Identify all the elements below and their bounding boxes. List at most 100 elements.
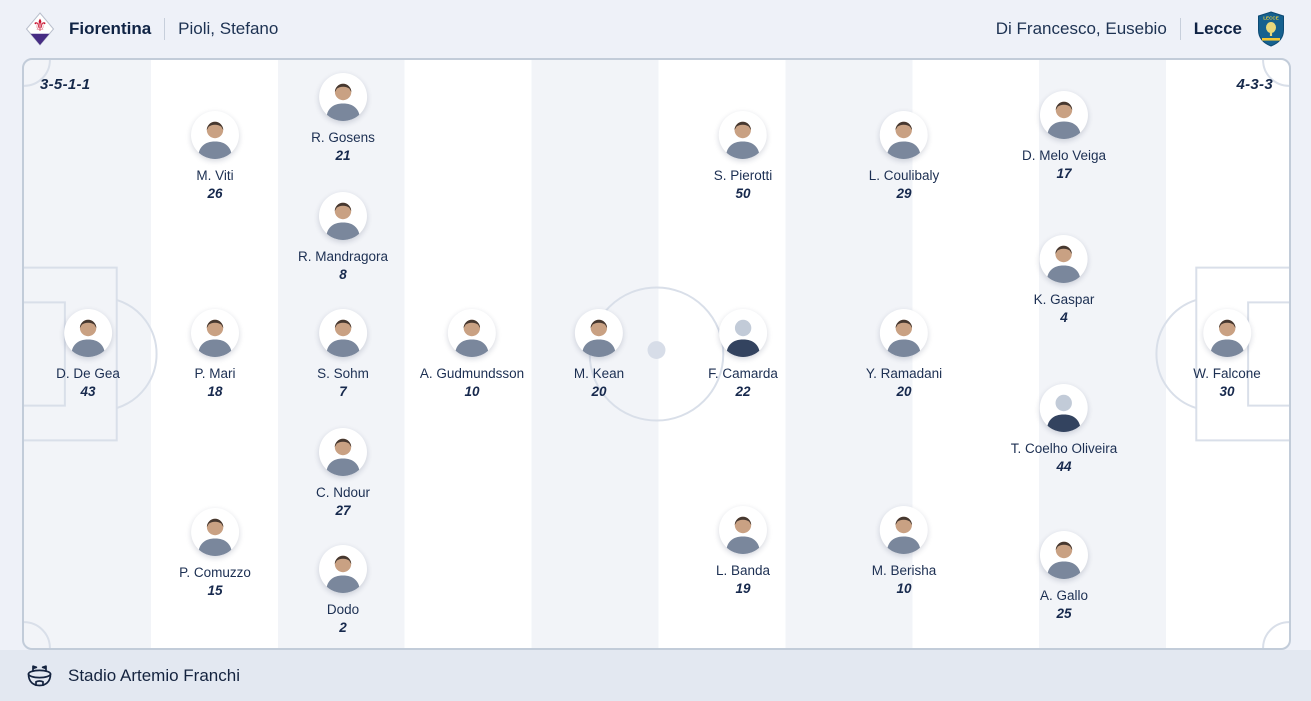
player-avatar (64, 309, 112, 357)
player-name: D. Melo Veiga (1021, 148, 1107, 163)
separator (164, 18, 166, 40)
player[interactable]: W. Falcone 30 (1193, 309, 1261, 399)
player-number: 4 (1060, 310, 1068, 325)
player-name: Y. Ramadani (865, 366, 943, 381)
player-number: 25 (1056, 606, 1072, 621)
footer: Stadio Artemio Franchi (0, 650, 1311, 701)
player-name: M. Berisha (871, 563, 937, 578)
player-number: 10 (896, 581, 912, 596)
player-avatar (880, 506, 928, 554)
home-formation-label: 3-5-1-1 (40, 76, 91, 93)
player-number: 50 (735, 186, 751, 201)
svg-text:⚜: ⚜ (32, 16, 47, 36)
lecce-crest-icon[interactable]: LECCE (1255, 11, 1287, 47)
home-team-header: ⚜ Fiorentina Pioli, Stefano (24, 11, 278, 47)
player-number: 21 (335, 148, 351, 163)
home-coach-name[interactable]: Pioli, Stefano (178, 19, 279, 38)
home-team-name[interactable]: Fiorentina (69, 19, 152, 38)
player-name: L. Banda (715, 563, 771, 578)
player[interactable]: F. Camarda 22 (708, 309, 778, 399)
player-avatar (319, 309, 367, 357)
player[interactable]: S. Sohm 7 (317, 309, 369, 399)
svg-text:LECCE: LECCE (1263, 15, 1279, 20)
player-avatar (318, 192, 367, 240)
player[interactable]: M. Berisha 10 (871, 506, 937, 596)
player-number: 29 (896, 186, 912, 201)
player-avatar (719, 111, 767, 159)
player-avatar (1039, 384, 1088, 432)
player-avatar (719, 309, 767, 357)
header: ⚜ Fiorentina Pioli, Stefano Di Francesco… (0, 0, 1311, 58)
player-number: 2 (339, 620, 347, 635)
player-avatar (1040, 531, 1088, 579)
player[interactable]: R. Mandragora 8 (298, 192, 388, 282)
player-number: 7 (339, 384, 347, 399)
player-number: 17 (1056, 166, 1072, 181)
player[interactable]: L. Banda 19 (716, 506, 770, 596)
player-avatar (880, 309, 928, 357)
player[interactable]: L. Coulibaly 29 (868, 111, 940, 201)
player-name: A. Gallo (1039, 588, 1089, 603)
away-team-name[interactable]: Lecce (1193, 19, 1242, 38)
player-name: R. Gosens (311, 130, 375, 145)
player[interactable]: K. Gaspar 4 (1034, 235, 1094, 325)
player-name: R. Mandragora (297, 249, 389, 264)
player-name: A. Gudmundsson (419, 366, 525, 381)
player-name: T. Coelho Oliveira (1010, 441, 1118, 456)
player[interactable]: T. Coelho Oliveira 44 (1010, 384, 1118, 474)
player-number: 26 (207, 186, 223, 201)
away-coach-name[interactable]: Di Francesco, Eusebio (995, 19, 1167, 38)
player-number: 19 (735, 581, 751, 596)
player-number: 8 (339, 267, 347, 282)
stadium-icon (26, 663, 53, 689)
player-avatar (1203, 309, 1251, 357)
player-avatar (1039, 91, 1088, 139)
player[interactable]: Y. Ramadani 20 (866, 309, 942, 399)
player-name: P. Mari (194, 366, 236, 381)
player-avatar (718, 506, 767, 554)
player[interactable]: Dodo 2 (319, 545, 367, 635)
player-number: 15 (207, 583, 223, 598)
player[interactable]: C. Ndour 27 (316, 428, 370, 518)
player[interactable]: P. Mari 18 (191, 309, 239, 399)
player-avatar (191, 309, 239, 357)
player[interactable]: D. Melo Veiga 17 (1022, 91, 1106, 181)
player-avatar (879, 111, 928, 159)
player[interactable]: M. Viti 26 (191, 111, 239, 201)
player-name: L. Coulibaly (868, 168, 940, 183)
player[interactable]: M. Kean 20 (574, 309, 624, 399)
player[interactable]: P. Comuzzo 15 (179, 508, 251, 598)
player[interactable]: A. Gudmundsson 10 (420, 309, 524, 399)
player-name: C. Ndour (315, 485, 371, 500)
player-name: F. Camarda (708, 366, 778, 381)
player-avatar (575, 309, 623, 357)
player[interactable]: D. De Gea 43 (56, 309, 120, 399)
player-avatar (1040, 235, 1088, 283)
player-avatar (448, 309, 496, 357)
player-number: 43 (80, 384, 96, 399)
player-number: 10 (464, 384, 480, 399)
player-name: P. Comuzzo (179, 565, 251, 580)
player-number: 27 (335, 503, 351, 518)
fiorentina-crest-icon[interactable]: ⚜ (24, 11, 56, 47)
player-number: 44 (1056, 459, 1072, 474)
player-number: 22 (735, 384, 751, 399)
player-name: W. Falcone (1193, 366, 1261, 381)
player[interactable]: S. Pierotti 50 (714, 111, 772, 201)
player-number: 30 (1219, 384, 1235, 399)
player-avatar (191, 111, 239, 159)
player-name: D. De Gea (56, 366, 120, 381)
away-team-header: Di Francesco, Eusebio Lecce LECCE (996, 11, 1287, 47)
player-number: 20 (896, 384, 912, 399)
venue-name: Stadio Artemio Franchi (68, 665, 240, 685)
player-avatar (319, 73, 367, 121)
pitch: 3-5-1-1 4-3-3 D. De Gea 43 M. Viti 26 P.… (22, 58, 1291, 650)
player-avatar (190, 508, 239, 556)
player[interactable]: A. Gallo 25 (1040, 531, 1088, 621)
player-avatar (319, 428, 367, 476)
player[interactable]: R. Gosens 21 (311, 73, 375, 163)
player-name: Dodo (326, 602, 360, 617)
player-number: 20 (591, 384, 607, 399)
player-name: M. Kean (573, 366, 625, 381)
